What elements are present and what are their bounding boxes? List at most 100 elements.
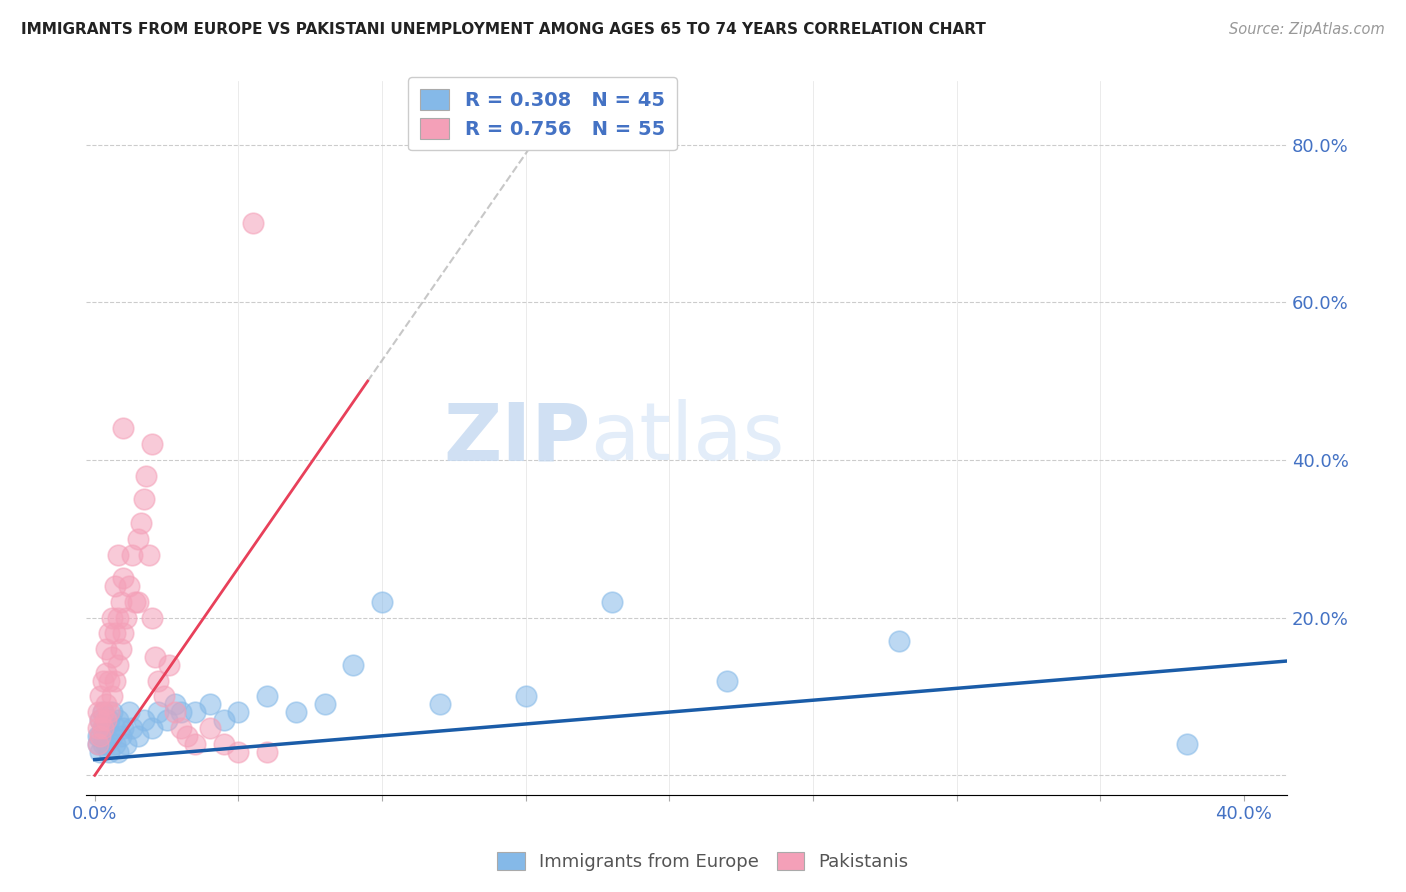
Text: ZIP: ZIP	[443, 400, 591, 477]
Point	[93, 737, 115, 751]
Point	[228, 706, 250, 720]
Point	[110, 729, 132, 743]
Point	[132, 492, 155, 507]
Point	[93, 706, 115, 720]
Point	[141, 610, 163, 624]
Text: Source: ZipAtlas.com: Source: ZipAtlas.com	[1229, 22, 1385, 37]
Point	[600, 595, 623, 609]
Point	[96, 737, 118, 751]
Point	[89, 713, 111, 727]
Point	[342, 657, 364, 672]
Point	[170, 721, 193, 735]
Point	[107, 745, 129, 759]
Point	[124, 595, 146, 609]
Point	[141, 721, 163, 735]
Point	[429, 698, 451, 712]
Point	[127, 729, 149, 743]
Point	[96, 721, 118, 735]
Point	[314, 698, 336, 712]
Point	[242, 216, 264, 230]
Point	[256, 745, 278, 759]
Point	[89, 745, 111, 759]
Point	[101, 690, 124, 704]
Point	[89, 729, 111, 743]
Point	[104, 721, 127, 735]
Point	[98, 626, 121, 640]
Point	[98, 745, 121, 759]
Point	[155, 713, 177, 727]
Point	[129, 516, 152, 530]
Point	[146, 706, 169, 720]
Point	[143, 650, 166, 665]
Point	[176, 729, 198, 743]
Point	[127, 532, 149, 546]
Point	[86, 737, 108, 751]
Point	[86, 737, 108, 751]
Point	[198, 698, 221, 712]
Point	[98, 713, 121, 727]
Point	[889, 634, 911, 648]
Point	[112, 571, 135, 585]
Point	[98, 673, 121, 688]
Legend: Immigrants from Europe, Pakistanis: Immigrants from Europe, Pakistanis	[491, 845, 915, 879]
Point	[165, 706, 187, 720]
Point	[104, 626, 127, 640]
Point	[96, 665, 118, 680]
Point	[101, 650, 124, 665]
Point	[86, 721, 108, 735]
Point	[515, 690, 537, 704]
Point	[198, 721, 221, 735]
Point	[159, 657, 181, 672]
Point	[112, 626, 135, 640]
Point	[93, 673, 115, 688]
Point	[121, 548, 143, 562]
Point	[115, 610, 138, 624]
Point	[96, 642, 118, 657]
Point	[170, 706, 193, 720]
Point	[93, 706, 115, 720]
Point	[86, 706, 108, 720]
Point	[93, 721, 115, 735]
Point	[165, 698, 187, 712]
Point	[284, 706, 307, 720]
Point	[96, 713, 118, 727]
Point	[112, 721, 135, 735]
Point	[104, 579, 127, 593]
Point	[96, 698, 118, 712]
Point	[135, 468, 157, 483]
Legend: R = 0.308   N = 45, R = 0.756   N = 55: R = 0.308 N = 45, R = 0.756 N = 55	[408, 77, 676, 151]
Point	[146, 673, 169, 688]
Point	[212, 713, 235, 727]
Point	[118, 579, 141, 593]
Point	[371, 595, 394, 609]
Point	[256, 690, 278, 704]
Text: IMMIGRANTS FROM EUROPE VS PAKISTANI UNEMPLOYMENT AMONG AGES 65 TO 74 YEARS CORRE: IMMIGRANTS FROM EUROPE VS PAKISTANI UNEM…	[21, 22, 986, 37]
Point	[104, 737, 127, 751]
Point	[89, 713, 111, 727]
Point	[107, 610, 129, 624]
Point	[138, 548, 160, 562]
Point	[89, 729, 111, 743]
Point	[184, 706, 207, 720]
Point	[118, 706, 141, 720]
Point	[716, 673, 738, 688]
Point	[110, 642, 132, 657]
Text: atlas: atlas	[591, 400, 785, 477]
Point	[101, 729, 124, 743]
Point	[1175, 737, 1198, 751]
Point	[86, 729, 108, 743]
Point	[132, 713, 155, 727]
Point	[89, 690, 111, 704]
Point	[115, 737, 138, 751]
Point	[101, 706, 124, 720]
Point	[184, 737, 207, 751]
Point	[212, 737, 235, 751]
Point	[121, 721, 143, 735]
Point	[228, 745, 250, 759]
Point	[110, 595, 132, 609]
Point	[104, 673, 127, 688]
Point	[107, 713, 129, 727]
Point	[127, 595, 149, 609]
Point	[101, 610, 124, 624]
Point	[107, 548, 129, 562]
